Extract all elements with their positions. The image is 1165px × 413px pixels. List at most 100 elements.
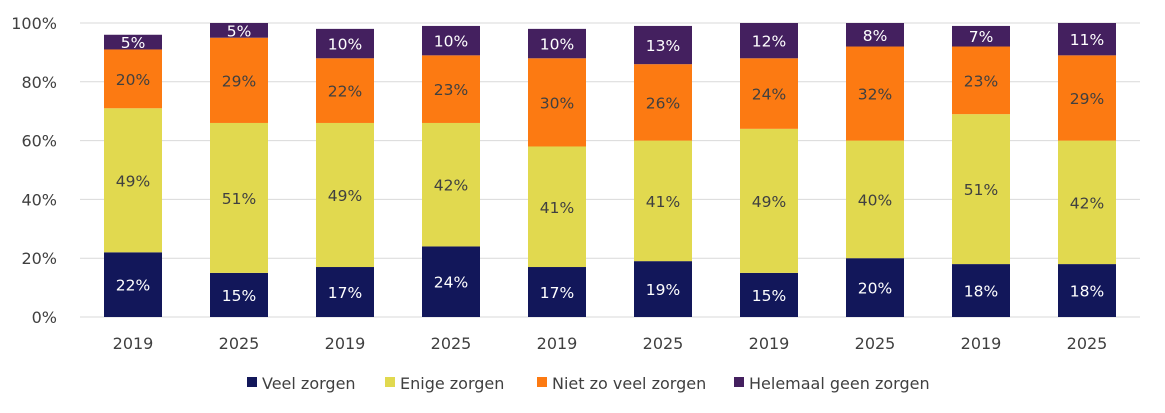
bar-segment bbox=[210, 23, 268, 38]
x-tick-label: 2025 bbox=[643, 334, 684, 353]
y-tick-label: 40% bbox=[21, 190, 57, 209]
legend-swatch bbox=[247, 377, 257, 387]
data-label: 29% bbox=[1070, 90, 1104, 108]
bar-segment bbox=[634, 140, 692, 262]
data-label: 22% bbox=[328, 83, 362, 101]
bar-segment bbox=[846, 140, 904, 259]
legend-label: Enige zorgen bbox=[400, 374, 504, 393]
bar-segment bbox=[528, 146, 586, 268]
y-tick-label: 80% bbox=[21, 73, 57, 92]
bar-segment bbox=[104, 34, 162, 50]
data-label: 23% bbox=[964, 72, 998, 90]
x-tick-label: 2019 bbox=[537, 334, 578, 353]
data-label: 24% bbox=[752, 86, 786, 104]
bar-segment bbox=[316, 122, 374, 268]
data-label: 40% bbox=[858, 191, 892, 209]
bar-segment bbox=[316, 58, 374, 123]
data-label: 8% bbox=[863, 27, 888, 45]
data-label: 19% bbox=[646, 281, 680, 299]
bar-segment bbox=[104, 252, 162, 317]
bar-segment bbox=[634, 261, 692, 317]
data-label: 17% bbox=[328, 284, 362, 302]
bar-segment bbox=[740, 128, 798, 273]
data-label: 15% bbox=[222, 287, 256, 305]
legend-item: Veel zorgen bbox=[247, 374, 356, 393]
bar-segment bbox=[528, 58, 586, 147]
data-label: 51% bbox=[222, 190, 256, 208]
bar-segment bbox=[316, 28, 374, 59]
data-label: 5% bbox=[227, 22, 252, 40]
bar-segment bbox=[952, 264, 1010, 317]
data-label: 41% bbox=[646, 193, 680, 211]
bar-segment bbox=[210, 122, 268, 273]
bar-segment bbox=[316, 267, 374, 317]
data-label: 10% bbox=[540, 36, 574, 54]
data-label: 26% bbox=[646, 94, 680, 112]
y-tick-label: 100% bbox=[11, 14, 57, 33]
bar-segment bbox=[740, 23, 798, 59]
legend-label: Veel zorgen bbox=[262, 374, 356, 393]
data-label: 42% bbox=[1070, 194, 1104, 212]
bar-segment bbox=[422, 55, 480, 123]
x-tick-label: 2025 bbox=[219, 334, 260, 353]
y-tick-label: 20% bbox=[21, 249, 57, 268]
bar-segment bbox=[210, 272, 268, 317]
bar-segment bbox=[740, 58, 798, 129]
legend: Veel zorgen Enige zorgen Niet zo veel zorg… bbox=[247, 374, 930, 393]
bar-segment bbox=[846, 23, 904, 47]
legend-label: Niet zo veel zorgen bbox=[552, 374, 706, 393]
y-axis: 0% 20% 40% 60% 80% 100% bbox=[11, 14, 57, 327]
data-label: 10% bbox=[434, 33, 468, 51]
data-label: 49% bbox=[752, 193, 786, 211]
bar-segment bbox=[210, 37, 268, 123]
data-label: 13% bbox=[646, 37, 680, 55]
bar-segment bbox=[952, 25, 1010, 47]
y-tick-label: 0% bbox=[32, 308, 57, 327]
data-label: 20% bbox=[116, 71, 150, 89]
data-label: 22% bbox=[116, 277, 150, 295]
x-tick-label: 2025 bbox=[1067, 334, 1108, 353]
bar-segment bbox=[846, 258, 904, 317]
legend-item: Niet zo veel zorgen bbox=[537, 374, 706, 393]
data-label: 41% bbox=[540, 199, 574, 217]
data-label: 18% bbox=[964, 283, 998, 301]
data-label: 51% bbox=[964, 181, 998, 199]
bar-segment bbox=[740, 272, 798, 317]
bar-segment bbox=[104, 49, 162, 109]
data-label: 49% bbox=[328, 187, 362, 205]
legend-swatch bbox=[734, 377, 744, 387]
data-label: 12% bbox=[752, 33, 786, 51]
data-label: 20% bbox=[858, 280, 892, 298]
legend-item: Helemaal geen zorgen bbox=[734, 374, 930, 393]
bar-segment bbox=[1058, 140, 1116, 265]
y-tick-label: 60% bbox=[21, 132, 57, 151]
bar-segment bbox=[952, 46, 1010, 115]
bar-segment bbox=[1058, 264, 1116, 317]
data-label: 30% bbox=[540, 94, 574, 112]
bar-segment bbox=[846, 46, 904, 141]
legend-item: Enige zorgen bbox=[385, 374, 504, 393]
x-tick-label: 2019 bbox=[113, 334, 154, 353]
bar-segment bbox=[528, 267, 586, 317]
data-label: 5% bbox=[121, 34, 146, 52]
bars: 22% 49% 20% 5% 15% 51% 29% 5% 17% 49% 22% 10% 24% 42%… bbox=[104, 22, 1116, 317]
bar-segment bbox=[528, 28, 586, 59]
data-label: 42% bbox=[434, 177, 468, 195]
x-tick-label: 2019 bbox=[325, 334, 366, 353]
data-label: 18% bbox=[1070, 283, 1104, 301]
data-label: 17% bbox=[540, 284, 574, 302]
data-label: 11% bbox=[1070, 31, 1104, 49]
data-label: 7% bbox=[969, 28, 994, 46]
bar-segment bbox=[952, 114, 1010, 265]
legend-swatch bbox=[385, 377, 395, 387]
bar-segment bbox=[634, 64, 692, 141]
legend-label: Helemaal geen zorgen bbox=[749, 374, 930, 393]
data-label: 23% bbox=[434, 81, 468, 99]
bar-segment bbox=[422, 122, 480, 247]
data-label: 32% bbox=[858, 86, 892, 104]
x-tick-label: 2025 bbox=[855, 334, 896, 353]
bar-segment bbox=[422, 25, 480, 56]
x-axis: 2019 2025 2019 2025 2019 2025 2019 2025 2019 2025 bbox=[113, 334, 1108, 353]
bar-segment bbox=[1058, 55, 1116, 141]
